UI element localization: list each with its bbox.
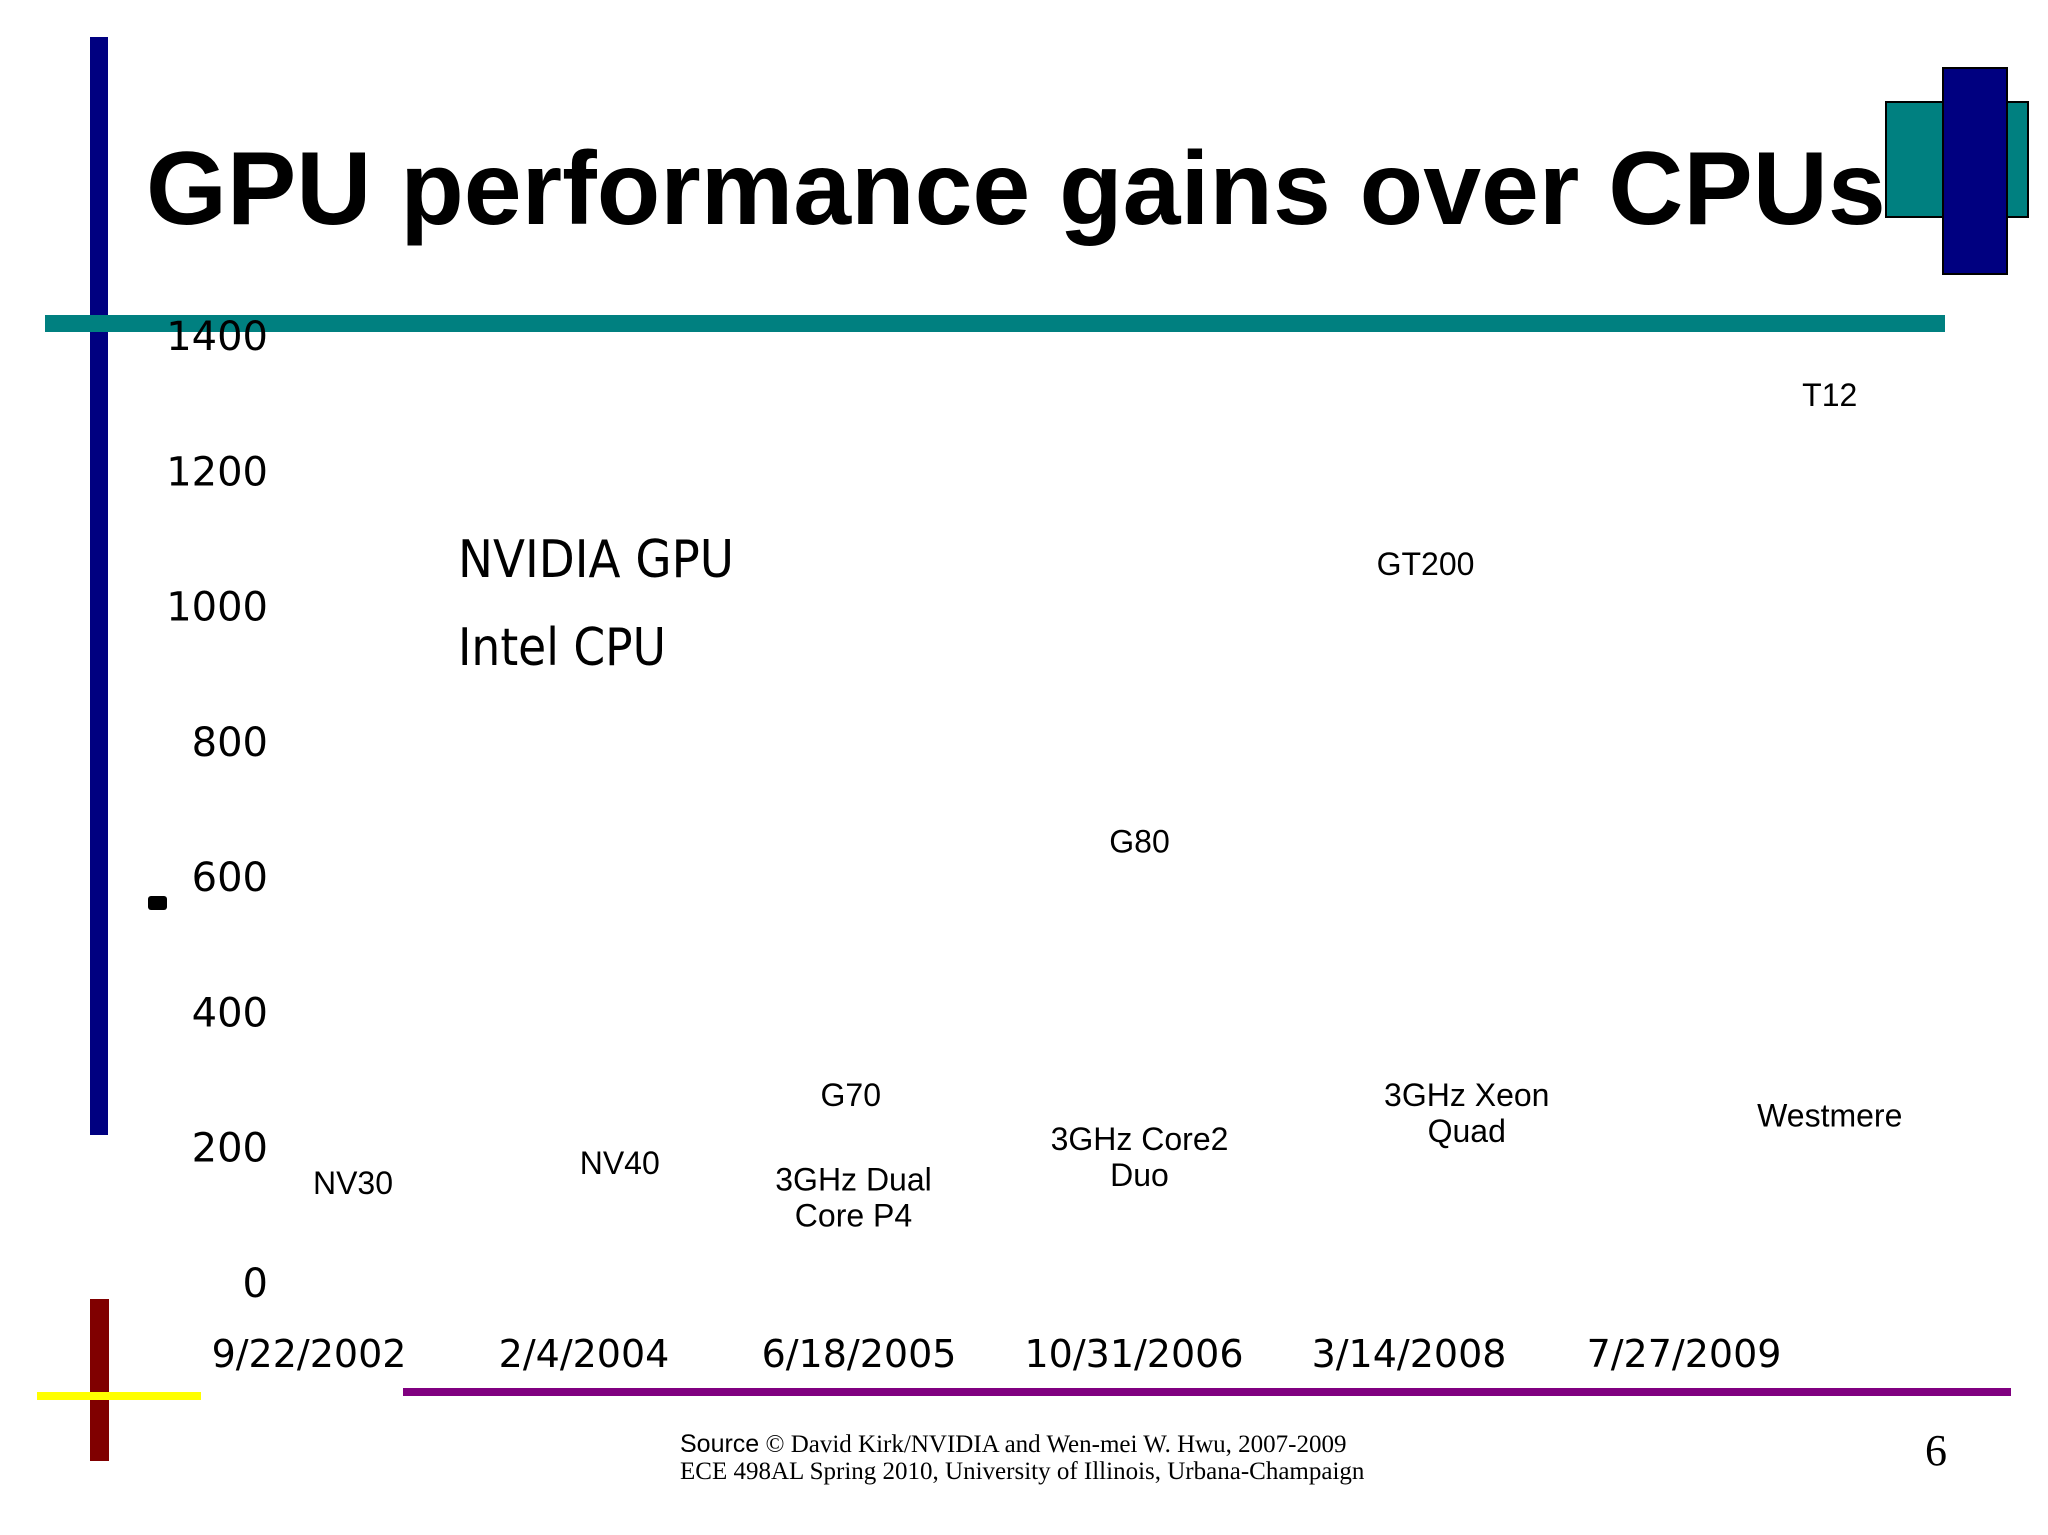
x-tick-label: 6/18/2005 xyxy=(762,1332,957,1376)
legend-entry: Intel CPU xyxy=(458,618,666,678)
teal-horizontal-bar xyxy=(45,315,1945,332)
y-tick-label: 1200 xyxy=(166,449,268,495)
y-tick-label: 400 xyxy=(192,990,268,1036)
course-line: ECE 498AL Spring 2010, University of Ill… xyxy=(680,1458,1365,1485)
x-tick-label: 9/22/2002 xyxy=(212,1332,407,1376)
chip-label: 3GHz Core2 Duo xyxy=(1051,1121,1229,1193)
y-tick-label: 1400 xyxy=(166,314,268,360)
source-credit: © David Kirk/NVIDIA and Wen-mei W. Hwu, … xyxy=(759,1431,1347,1458)
chip-label: 3GHz Dual Core P4 xyxy=(775,1162,932,1234)
y-axis-marker xyxy=(148,896,167,910)
chip-label: 3GHz Xeon Quad xyxy=(1384,1077,1549,1149)
slide-title: GPU performance gains over CPUs xyxy=(146,131,1886,247)
chip-label: NV30 xyxy=(313,1165,393,1201)
page-number: 6 xyxy=(1925,1426,1947,1475)
source-word: Source xyxy=(680,1430,760,1458)
chip-label: NV40 xyxy=(580,1145,660,1181)
y-tick-label: 200 xyxy=(192,1126,268,1172)
chip-label: T12 xyxy=(1802,377,1857,413)
chip-label: GT200 xyxy=(1377,546,1475,582)
chip-label: G80 xyxy=(1109,823,1169,859)
x-tick-label: 3/14/2008 xyxy=(1312,1332,1507,1376)
source-line: Source © David Kirk/NVIDIA and Wen-mei W… xyxy=(680,1430,1347,1459)
yellow-horizontal-bar xyxy=(37,1392,201,1400)
legend-entry: NVIDIA GPU xyxy=(458,530,734,590)
y-tick-label: 1000 xyxy=(166,585,268,631)
y-tick-label: 600 xyxy=(192,855,268,901)
x-tick-label: 7/27/2009 xyxy=(1587,1332,1782,1376)
chip-label: G70 xyxy=(821,1077,881,1113)
dark-red-vertical-bar xyxy=(90,1299,109,1461)
navy-vertical-bar xyxy=(90,37,108,1135)
navy-rectangle xyxy=(1942,67,2008,275)
y-tick-label: 0 xyxy=(243,1261,268,1307)
chip-label: Westmere xyxy=(1757,1097,1902,1133)
purple-horizontal-bar xyxy=(403,1388,2011,1396)
x-tick-label: 10/31/2006 xyxy=(1024,1332,1243,1376)
y-tick-label: 800 xyxy=(192,720,268,766)
x-tick-label: 2/4/2004 xyxy=(499,1332,670,1376)
